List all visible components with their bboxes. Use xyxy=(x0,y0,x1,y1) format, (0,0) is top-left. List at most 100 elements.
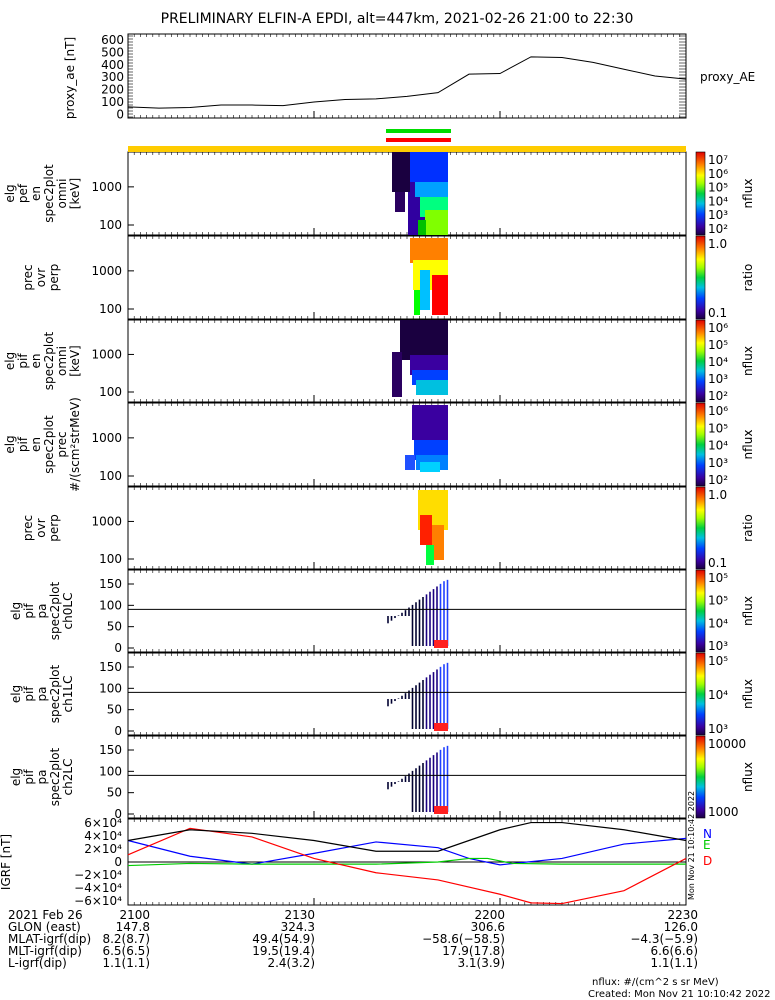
proxy-ae-ytick-label: 100 xyxy=(101,95,124,109)
panel-ytick-label: 0 xyxy=(114,724,122,738)
footer-row-label: MLAT-igrf(dip) xyxy=(8,932,91,946)
proxy-ae-ytick-label: 600 xyxy=(101,33,124,47)
colorbar xyxy=(695,486,706,570)
panel-frame xyxy=(127,569,687,653)
spectrogram-cell xyxy=(414,290,420,315)
colorbars: 10⁷10⁶10⁵10⁴10³10²nflux1.00.1ratio10⁶10⁵… xyxy=(695,151,755,819)
panel-ytick-label: 1000 xyxy=(91,180,122,194)
panel-ytick-label: 1000 xyxy=(91,431,122,445)
colorbar-tick-label: 10³ xyxy=(708,639,728,653)
footer-value: 1.1(1.1) xyxy=(102,956,150,970)
panel-frame xyxy=(127,652,687,736)
panel-ylabel-line: perp xyxy=(47,514,61,542)
status-bar-yellow xyxy=(128,146,686,152)
colorbar-tick-label: 1.0 xyxy=(708,237,727,251)
footer-value: 2230 xyxy=(667,908,698,922)
spectrogram-cell xyxy=(410,152,448,182)
panel-ylabel-line: omni xyxy=(55,179,69,209)
footer-value: −4.3(−5.9) xyxy=(630,932,698,946)
colorbar-tick-label: 10⁴ xyxy=(708,439,728,453)
panel-ytick-label: 100 xyxy=(99,764,122,778)
igrf-series-line xyxy=(127,821,687,852)
igrf-ytick-label: −4×10⁴ xyxy=(74,881,122,895)
panel-ylabel-line: spec2plot xyxy=(42,331,56,390)
spectrogram-cell xyxy=(432,525,444,560)
panel-ylabel-line: omni xyxy=(55,346,69,376)
footer-value: 324.3 xyxy=(281,920,315,934)
panel-ytick-label: 0 xyxy=(114,807,122,821)
proxy-ae-ytick-label: 0 xyxy=(116,107,124,121)
colorbar-title: nflux xyxy=(741,179,755,209)
proxy-ae-panel: proxy_ae [nT] proxy_AE 60050040030020010… xyxy=(63,33,755,121)
igrf-ytick-label: 4×10⁴ xyxy=(84,829,122,843)
panel-frame xyxy=(127,486,687,570)
footer-row-label: L-igrf(dip) xyxy=(8,956,67,970)
colorbar xyxy=(695,151,706,236)
panel-ytick-label: 100 xyxy=(99,552,122,566)
footer-row-label: 2021 Feb 26 xyxy=(8,908,83,922)
panel-ytick-label: 1000 xyxy=(91,264,122,278)
colorbar xyxy=(695,402,706,487)
footer-value: 6.6(6.6) xyxy=(650,944,698,958)
panel-ylabel-line: pif xyxy=(16,436,30,452)
spectrogram-cell xyxy=(420,462,440,472)
footer-row-label: GLON (east) xyxy=(8,920,81,934)
spectrogram-cell xyxy=(426,545,434,565)
colorbar-tick-label: 10000 xyxy=(708,737,746,751)
panel-ylabel-line: ch1LC xyxy=(61,676,75,713)
footer-value: 3.1(3.9) xyxy=(457,956,505,970)
panel-ylabel-line: pa xyxy=(35,770,49,785)
colorbar-tick-label: 10⁵ xyxy=(708,594,728,608)
panel-ylabel-line: pif xyxy=(22,686,36,702)
panel-ylabel-line: pif xyxy=(16,353,30,369)
footer-value: 8.2(8.7) xyxy=(102,932,150,946)
status-bars xyxy=(128,129,686,152)
panel-ylabel-line: elg xyxy=(9,768,23,786)
panel-ytick-label: 1000 xyxy=(91,347,122,361)
proxy-ae-ytick-label: 500 xyxy=(101,46,124,60)
colorbar-tick-label: 10⁶ xyxy=(708,404,728,418)
proxy-ae-legend: proxy_AE xyxy=(700,70,755,84)
colorbar xyxy=(695,569,706,653)
colorbar-tick-label: 10⁵ xyxy=(708,421,728,435)
colorbar-tick-label: 10² xyxy=(708,389,728,403)
spectrogram-cell xyxy=(392,352,402,397)
orbit-footer: 2021 Feb 26 2100 2130 2200 2230 GLON (east) 14… xyxy=(8,908,698,970)
igrf-legend-n: N xyxy=(703,827,712,841)
igrf-ytick-label: 0 xyxy=(114,855,122,869)
panel-ylabel-line: spec2plot xyxy=(48,581,62,640)
spectrogram-cell xyxy=(418,220,426,235)
spectrogram-cell xyxy=(420,270,430,310)
colorbar-tick-label: 10² xyxy=(708,222,728,236)
colorbar-tick-label: 10⁴ xyxy=(708,688,728,702)
igrf-series xyxy=(127,821,687,905)
panel-ylabel-line: prec xyxy=(21,264,35,290)
panel-ylabel-line: en xyxy=(29,437,43,452)
panel-ytick-label: 100 xyxy=(99,218,122,232)
units-note: nflux: #/(cm^2 s sr MeV) xyxy=(592,977,719,988)
panel-ylabel-line: prec xyxy=(21,515,35,541)
igrf-legend-e: E xyxy=(703,838,711,852)
colorbar xyxy=(695,735,706,819)
spectrogram-cell xyxy=(432,275,448,315)
colorbar xyxy=(695,235,706,320)
panel-ylabel-line: spec2plot xyxy=(42,164,56,223)
colorbar-tick-label: 10³ xyxy=(708,208,728,222)
panel-ylabel-line: ch2LC xyxy=(61,759,75,796)
colorbar-tick-label: 10³ xyxy=(708,372,728,386)
panel-ylabel-line: spec2plot xyxy=(48,747,62,806)
loss-cone-fill xyxy=(434,723,448,731)
spectrogram-cell xyxy=(392,152,410,192)
colorbar-tick-label: 10⁷ xyxy=(708,153,728,167)
spectrogram-cell xyxy=(400,320,448,360)
status-bar-green xyxy=(386,129,451,133)
panel-ylabel-line: [keV] xyxy=(68,345,82,376)
colorbar-tick-label: 1000 xyxy=(708,805,739,819)
colorbar-tick-label: 10³ xyxy=(708,456,728,470)
panel-ylabel-line: elg xyxy=(3,352,17,370)
panel-ylabel-line: perp xyxy=(47,264,61,292)
igrf-ylabel: IGRF [nT] xyxy=(0,834,13,890)
footer-value: 2130 xyxy=(284,908,315,922)
footer-value: 19.5(19.4) xyxy=(252,944,315,958)
panel-ylabel-line: elg xyxy=(3,435,17,453)
